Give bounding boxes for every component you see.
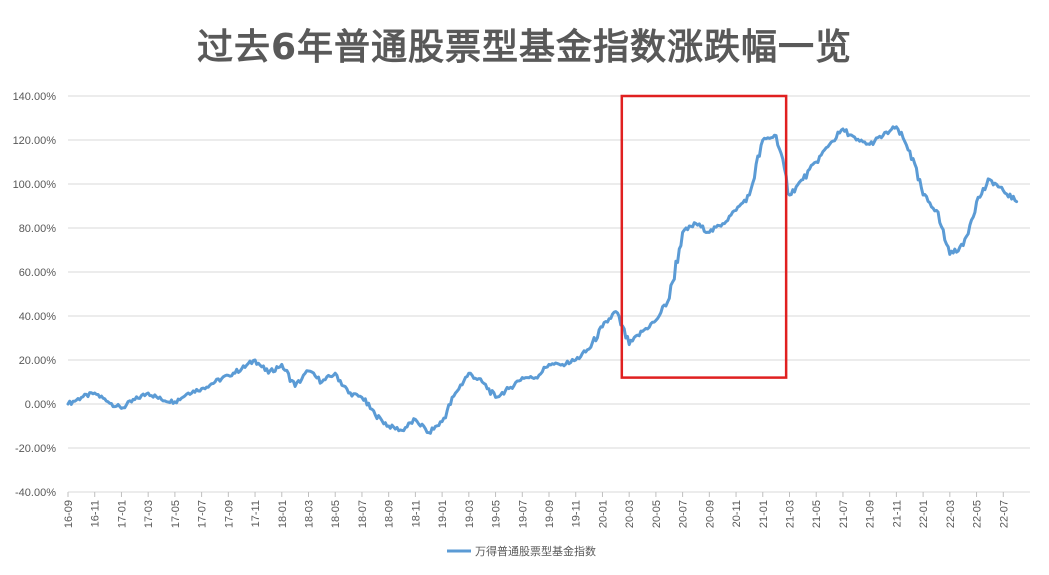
x-tick-label: 18-03 [304, 500, 316, 528]
x-tick-label: 21-09 [865, 500, 877, 528]
x-tick-label: 20-01 [597, 500, 609, 528]
series-line [66, 125, 1019, 435]
chart-title: 过去6年普通股票型基金指数涨跌幅一览 [196, 27, 853, 68]
x-tick-label: 16-09 [63, 500, 75, 528]
y-tick-label: 20.00% [19, 355, 57, 367]
y-axis-ticks: 140.00% 120.00% 100.00% 80.00% 60.00% 40.00% 2… [13, 91, 57, 499]
series-layer [66, 125, 1019, 435]
y-tick-label: 40.00% [19, 311, 57, 323]
x-tick-label: 21-11 [891, 500, 903, 527]
x-tick-label: 18-01 [277, 500, 289, 528]
x-tick-label: 19-09 [544, 500, 556, 528]
x-tick-label: 18-05 [330, 500, 342, 528]
x-axis: 16-09 16-11 17-01 17-03 17-05 17-07 17-09 17-11… [63, 492, 1010, 528]
x-tick-label: 17-01 [116, 500, 128, 528]
x-tick-label: 21-01 [758, 500, 770, 528]
grid-lines [68, 95, 1030, 493]
y-tick-label: 120.00% [13, 135, 57, 147]
y-tick-label: 0.00% [25, 399, 56, 411]
x-tick-label: 21-03 [785, 500, 797, 528]
x-tick-label: 18-09 [384, 500, 396, 528]
highlight-layer [620, 94, 788, 379]
x-tick-label: 20-11 [731, 500, 743, 527]
x-tick-label: 22-01 [918, 500, 930, 528]
y-tick-label: 60.00% [19, 267, 57, 279]
x-tick-label: 22-05 [972, 500, 984, 528]
y-tick-label: 140.00% [13, 91, 57, 103]
x-tick-label: 21-07 [838, 500, 850, 528]
x-tick-label: 18-07 [357, 500, 369, 528]
y-tick-label: 80.00% [19, 223, 57, 235]
legend-label: 万得普通股票型基金指数 [475, 544, 596, 558]
x-tick-label: 20-09 [704, 500, 716, 528]
y-tick-label: -40.00% [15, 487, 56, 499]
x-tick-label: 18-11 [410, 500, 422, 527]
x-tick-label: 17-07 [197, 500, 209, 528]
y-tick-label: 100.00% [13, 179, 57, 191]
x-tick-label: 17-11 [250, 500, 262, 527]
x-tick-label: 20-03 [624, 500, 636, 528]
x-tick-label: 17-09 [223, 500, 235, 528]
x-tick-label: 20-05 [651, 500, 663, 528]
x-tick-label: 19-01 [437, 500, 449, 528]
x-tick-label: 19-03 [464, 500, 476, 528]
x-tick-label: 16-11 [90, 500, 102, 527]
x-tick-label: 17-05 [170, 500, 182, 528]
x-tick-label: 20-07 [678, 500, 690, 528]
legend: 万得普通股票型基金指数 [447, 544, 596, 558]
x-tick-label: 21-05 [811, 500, 823, 528]
x-tick-label: 19-11 [571, 500, 583, 527]
x-tick-label: 17-03 [143, 500, 155, 528]
x-tick-label: 22-03 [945, 500, 957, 528]
y-tick-label: -20.00% [15, 443, 56, 455]
highlight-box [620, 94, 788, 379]
x-tick-label: 22-07 [998, 500, 1010, 528]
x-tick-label: 19-07 [517, 500, 529, 528]
x-tick-label: 19-05 [491, 500, 503, 528]
